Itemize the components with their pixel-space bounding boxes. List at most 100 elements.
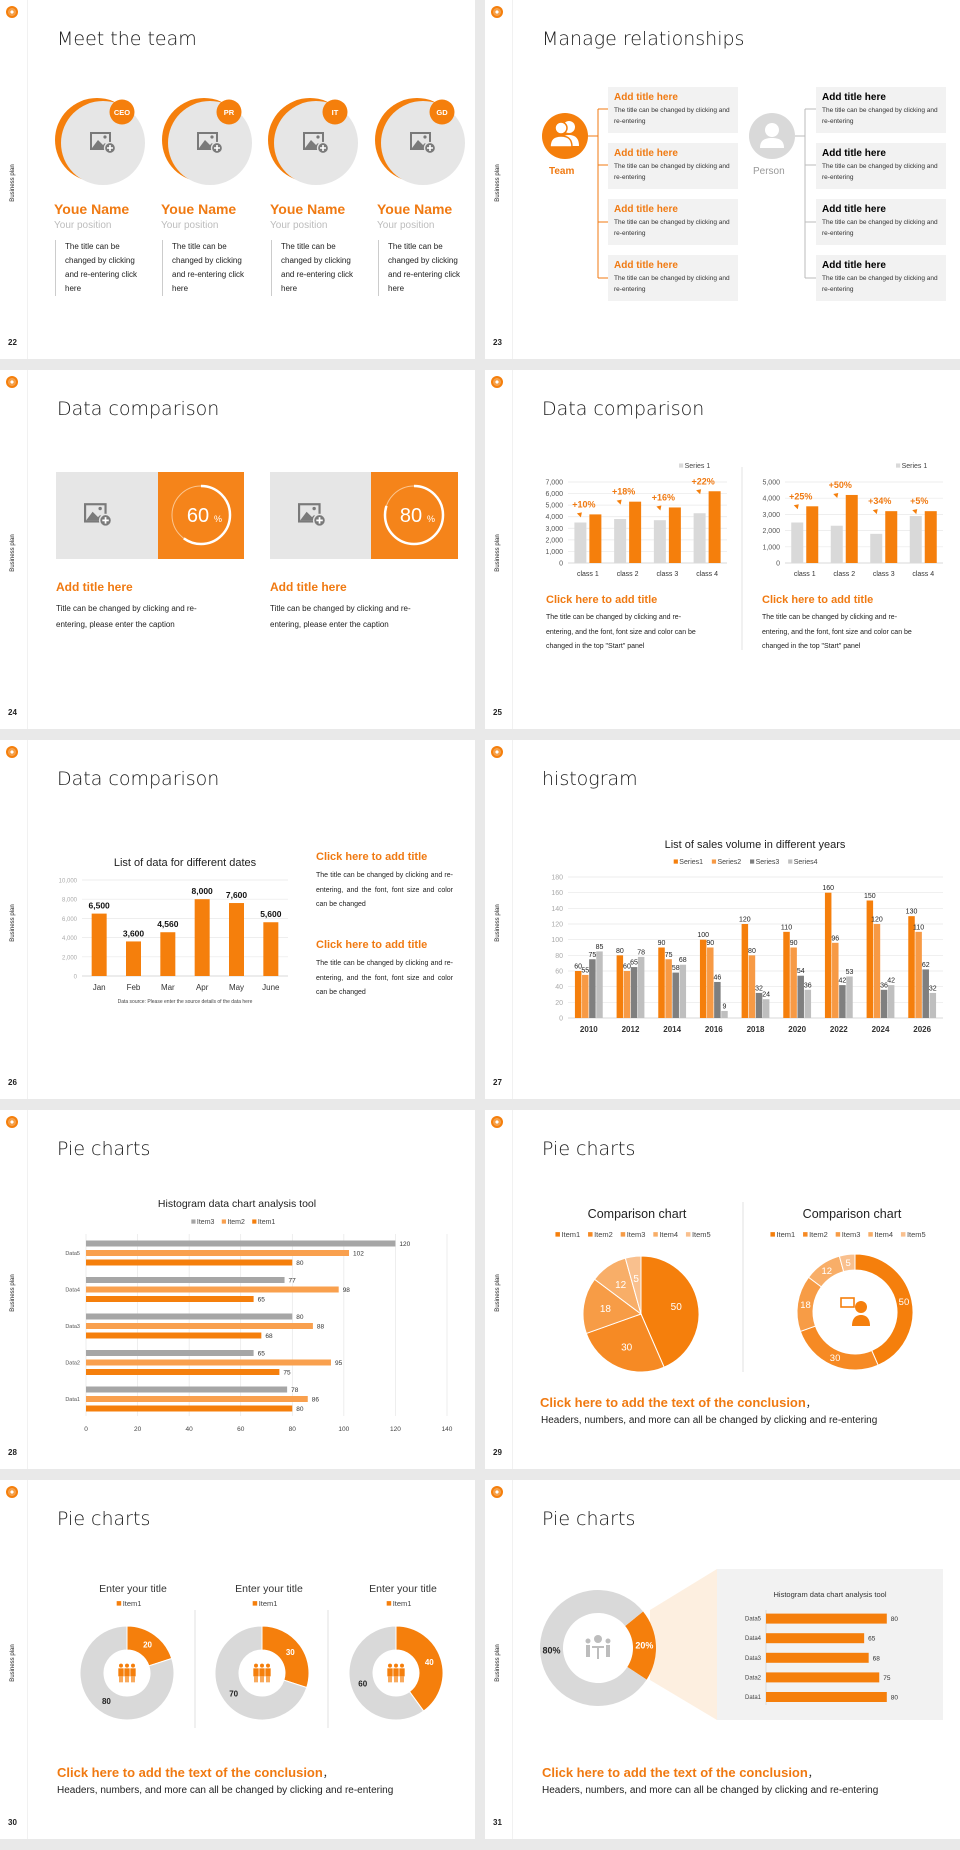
data-label: 36 xyxy=(804,982,812,989)
x-tick-label: class 1 xyxy=(794,571,816,578)
person-box[interactable]: Add title here The title can be changed b… xyxy=(816,255,946,301)
slide-30[interactable]: Business plan 30 Pie charts Enter your t… xyxy=(0,1480,475,1839)
y-tick-label: 2,000 xyxy=(62,955,78,961)
table xyxy=(592,1646,604,1648)
data-label: 3,600 xyxy=(123,928,145,938)
slide-title: Meet the team xyxy=(57,28,197,50)
person-box[interactable]: Add title here The title can be changed b… xyxy=(816,87,946,133)
y-tick-label: Data5 xyxy=(65,1251,80,1257)
slide-29[interactable]: Business plan 29 Pie charts Comparison c… xyxy=(485,1110,960,1469)
bar xyxy=(574,971,582,1018)
data-label: 65 xyxy=(258,1351,266,1358)
slice-label: 12 xyxy=(615,1280,627,1291)
chart-title: Enter your title xyxy=(369,1583,437,1595)
member-position: Your position xyxy=(161,220,219,231)
x-tick-label: class 3 xyxy=(656,571,678,578)
donut-charts: Enter your title Item1 20 80 Enter your titl… xyxy=(79,1583,444,1728)
bar xyxy=(929,992,937,1018)
slide-24[interactable]: Business plan 24 Data comparison 60 % 80… xyxy=(0,370,475,729)
bar xyxy=(885,511,898,563)
y-tick-label: 10,000 xyxy=(59,879,78,885)
bar xyxy=(658,947,665,1018)
x-tick-label: Mar xyxy=(161,983,175,992)
y-tick-label: 0 xyxy=(559,561,563,568)
bar xyxy=(589,959,596,1018)
progress-cards: 60 % 80 % xyxy=(56,472,458,559)
divider xyxy=(27,0,28,359)
bar xyxy=(804,989,812,1018)
legend-label: Series1 xyxy=(679,859,703,866)
bar xyxy=(909,516,922,563)
box-body: The title can be changed by clicking and… xyxy=(822,219,938,237)
legend-label: Item5 xyxy=(692,1230,711,1239)
bar xyxy=(616,955,624,1018)
slide-28[interactable]: Business plan 28 Pie charts Histogram da… xyxy=(0,1110,475,1469)
slide-25[interactable]: Business plan 25 Data comparison 0 1,000 2… xyxy=(485,370,960,729)
bar xyxy=(86,1396,308,1402)
role-badge: IT xyxy=(332,108,339,117)
legend-swatch xyxy=(835,1232,841,1237)
page-number: 26 xyxy=(8,1078,17,1087)
page-number: 29 xyxy=(493,1448,502,1457)
slide-23[interactable]: Business plan 23 Manage relationships Te… xyxy=(485,0,960,359)
conclusion-subtext: Headers, numbers, and more can all be ch… xyxy=(541,1415,878,1426)
block-heading: Click here to add title xyxy=(316,939,428,951)
people-icon xyxy=(253,1663,271,1683)
box-body: The title can be changed by clicking and… xyxy=(822,107,938,125)
data-label: 85 xyxy=(596,944,604,951)
legend-label: Item1 xyxy=(776,1230,795,1239)
x-tick-label: class 4 xyxy=(696,571,718,578)
pie-slice xyxy=(838,1253,856,1273)
data-label: 62 xyxy=(922,962,930,969)
bar xyxy=(830,525,843,563)
block-body: The title can be changed by clicking and… xyxy=(316,960,453,996)
legend-label: Series 1 xyxy=(902,463,928,470)
x-tick-label: class 1 xyxy=(577,571,599,578)
slide-27[interactable]: Business plan 27 histogram List of sales… xyxy=(485,740,960,1099)
x-tick-label: 2026 xyxy=(913,1025,931,1034)
data-label: 98 xyxy=(343,1287,351,1294)
person-box[interactable]: Add title here The title can be changed b… xyxy=(816,143,946,189)
pie-slice xyxy=(395,1625,444,1712)
x-tick-label: class 3 xyxy=(873,571,895,578)
slide-31[interactable]: Business plan 31 Pie charts 20% 80% Histog… xyxy=(485,1480,960,1839)
team-box[interactable]: Add title here The title can be changed b… xyxy=(608,87,738,133)
bar xyxy=(766,1692,887,1702)
member-photo xyxy=(55,98,145,185)
data-label: 36 xyxy=(880,982,888,989)
data-label: 160 xyxy=(822,885,834,892)
team-box[interactable]: Add title here The title can be changed b… xyxy=(608,199,738,245)
x-tick-label: Apr xyxy=(196,983,209,992)
legend-label: Item3 xyxy=(197,1219,215,1226)
page-number: 30 xyxy=(8,1818,17,1827)
bar xyxy=(790,947,797,1018)
data-label: 68 xyxy=(265,1333,273,1340)
bar xyxy=(846,976,853,1018)
y-tick-label: Data5 xyxy=(745,1617,762,1623)
data-label: 5,600 xyxy=(260,909,282,919)
slide-22[interactable]: Business plan 22 Meet the team CEO PR IT… xyxy=(0,0,475,359)
legend-swatch xyxy=(685,1232,691,1237)
bar xyxy=(797,975,804,1018)
legend-label: Item3 xyxy=(627,1230,646,1239)
legend-swatch xyxy=(252,1219,257,1224)
bar xyxy=(707,947,714,1018)
team-box[interactable]: Add title here The title can be changed b… xyxy=(608,255,738,301)
legend-label: Series4 xyxy=(794,859,818,866)
horizontal-bar-chart: Histogram data chart analysis tool Item3 I… xyxy=(65,1198,452,1433)
slide-26[interactable]: Business plan 26 Data comparison List of… xyxy=(0,740,475,1099)
arrow-icon xyxy=(866,509,878,520)
team-box[interactable]: Add title here The title can be changed b… xyxy=(608,143,738,189)
conclusion-comma: ， xyxy=(805,1399,816,1410)
bar xyxy=(873,924,881,1018)
sales-histogram: List of sales volume in different years S… xyxy=(551,839,943,1034)
bar xyxy=(86,1277,285,1283)
bar xyxy=(86,1332,262,1339)
data-label: 75 xyxy=(588,952,596,959)
person-box[interactable]: Add title here The title can be changed b… xyxy=(816,199,946,245)
member-photo xyxy=(268,98,358,185)
head xyxy=(855,1301,867,1313)
bar xyxy=(887,985,895,1018)
y-tick-label: 5,000 xyxy=(762,480,780,487)
legend-label: Item1 xyxy=(561,1230,580,1239)
